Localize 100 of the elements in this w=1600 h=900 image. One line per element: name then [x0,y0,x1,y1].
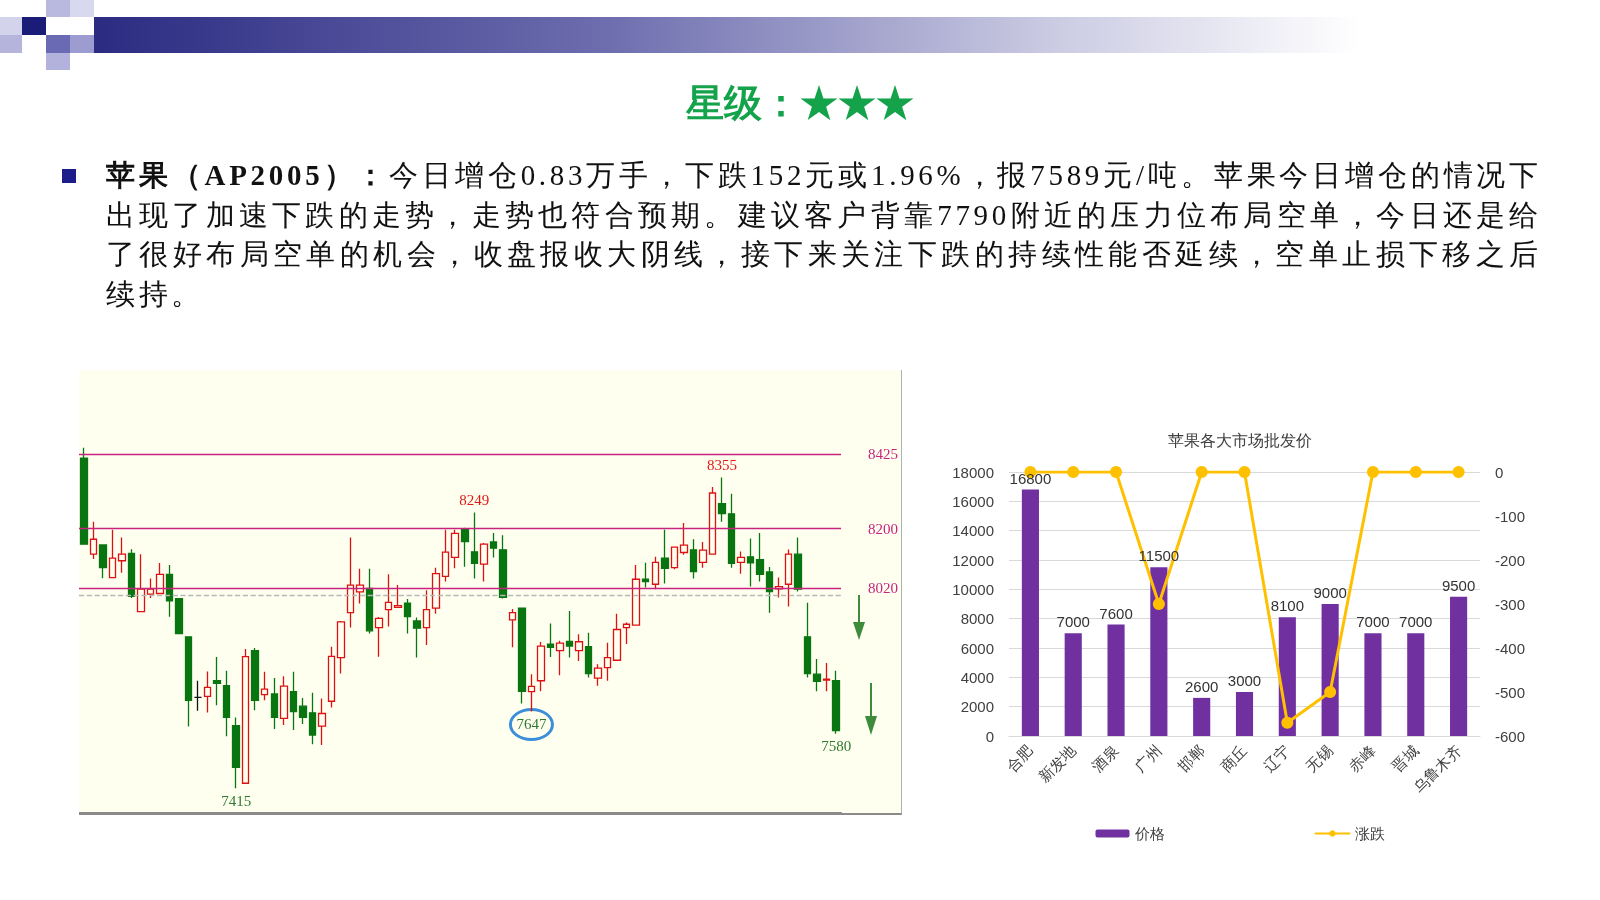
bar [1235,692,1254,736]
data-label: 9500 [1441,576,1476,594]
candlestick [651,556,660,590]
candlestick [127,548,136,599]
bar [1021,489,1039,736]
candlestick [689,538,698,580]
annotation: 7647 [516,716,547,733]
candlestick [412,616,422,659]
y-tick-label: 8020 [868,580,898,597]
y2-tick-label: -100 [1495,507,1526,525]
annotation: 8249 [459,491,490,508]
text: 星级：★★★ [685,81,915,126]
y-tick-label: 8425 [868,446,898,463]
candlestick [374,616,384,658]
point [1067,466,1080,478]
bar [1364,633,1382,736]
candlestick [660,529,670,585]
candlestick [193,680,203,712]
candlestick [203,670,212,714]
candlestick [612,613,622,661]
candlestick [79,447,89,545]
candlestick [460,527,470,568]
candlestick [822,662,831,692]
bar [1150,567,1168,736]
candlestick [289,671,298,731]
annotation: 8355 [706,456,737,473]
candlestick [336,620,346,675]
y-tick-label: 6000 [960,639,994,657]
candlestick [355,568,365,605]
x-tick-label: 广州 [1131,742,1165,775]
y-tick-label: 12000 [952,551,994,569]
annotation: 7415 [221,792,252,809]
x-tick-label: 赤峰 [1346,742,1379,775]
candlestick [803,602,812,679]
candlestick [489,532,498,559]
candlestick [784,548,793,608]
candlestick [231,716,241,789]
x-tick-label: 辽宁 [1260,742,1293,775]
candlestick [755,532,765,583]
x-tick-label: 商丘 [1217,742,1251,775]
candlestick [260,671,269,701]
y-tick-label: 14000 [952,522,994,540]
candlestick [212,656,222,706]
x-tick-label: 无锡 [1303,742,1336,775]
candlestick [622,621,631,645]
bar [1064,633,1082,736]
candlestick [555,640,565,676]
text: 苹果（AP2005）： [106,159,390,191]
candlestick [812,658,822,692]
candlestick [536,641,546,692]
x-tick-label: 新发地 [1035,742,1079,786]
x-tick-label: 合肥 [1003,742,1037,775]
candlestick [184,636,193,728]
candlestick [679,522,689,556]
point [1452,466,1465,478]
candlestick [165,564,174,618]
legend-label: 价格 [1133,825,1165,842]
candlestick [89,521,98,560]
candlestick [574,633,584,662]
y2-tick-label: -500 [1495,683,1526,701]
candlestick [727,492,736,569]
point [1324,686,1337,698]
data-label: 7600 [1099,604,1133,622]
candlestick [450,529,460,570]
candlestick [222,670,231,737]
candlestick [146,577,155,599]
candlestick [308,692,317,745]
candlestick [279,675,289,726]
candlestick [365,568,374,635]
candlestick [155,562,165,595]
candlestick [393,584,403,609]
y-tick-label: 8000 [960,610,994,628]
data-label: 7000 [1399,613,1433,631]
bar [1450,596,1468,736]
y-tick-label: 16000 [952,492,994,510]
point [1110,466,1123,478]
data-label: 2600 [1184,677,1219,695]
y-tick-label: 8200 [868,520,898,537]
candlestick [327,646,336,709]
candlestick [603,642,612,682]
candlestick [774,576,784,599]
candlestick [593,663,603,687]
candlestick [517,607,527,705]
candlestick [508,608,517,649]
candlestick [241,648,250,784]
candlestick [174,598,184,635]
chart-title: 苹果各大市场批发价 [1168,431,1312,449]
candlestick [584,632,593,679]
y2-tick-label: -600 [1495,727,1526,745]
point [1152,598,1165,610]
y2-tick-label: -200 [1495,551,1526,569]
bar [1107,624,1125,736]
candlestick [698,541,708,569]
legend-label: 涨跌 [1354,825,1385,842]
candlestick [670,546,679,570]
data-label: 3000 [1227,672,1262,689]
bar [1407,633,1425,736]
candlestick [250,647,260,711]
x-tick-label: 邯郸 [1174,742,1208,775]
point [1238,466,1251,478]
